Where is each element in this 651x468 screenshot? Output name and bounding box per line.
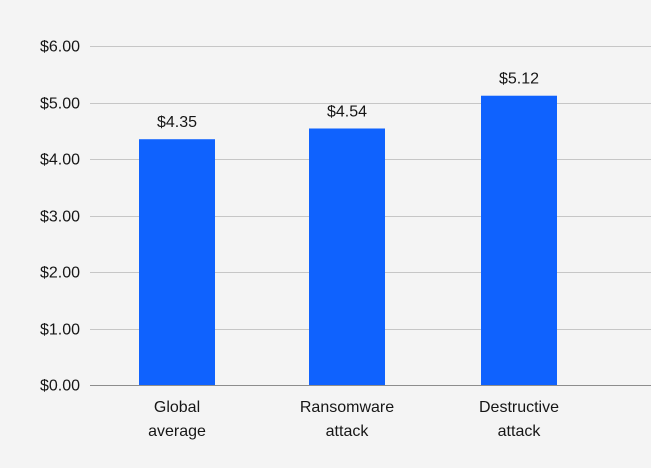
y-tick-label: $4.00 (40, 152, 80, 169)
y-axis-tick-labels: $0.00 $1.00 $2.00 $3.00 $4.00 $5.00 $6.00 (40, 39, 80, 395)
bar (481, 95, 557, 385)
x-category-label: Global average (148, 399, 206, 440)
bars (139, 95, 557, 386)
bar-value-label: $4.35 (157, 114, 197, 131)
bar (139, 139, 215, 385)
y-tick-label: $0.00 (40, 378, 80, 395)
bar (309, 128, 385, 386)
x-category-label: Destructive attack (479, 399, 559, 440)
y-tick-label: $5.00 (40, 96, 80, 113)
y-tick-label: $1.00 (40, 322, 80, 339)
y-tick-label: $3.00 (40, 209, 80, 226)
y-tick-label: $2.00 (40, 265, 80, 282)
x-category-label: Ransomware attack (300, 399, 394, 440)
bar-value-label: $4.54 (327, 103, 367, 120)
bar-value-label: $5.12 (499, 71, 539, 88)
y-tick-label: $6.00 (40, 39, 80, 56)
value-labels: $4.35 $4.54 $5.12 (157, 71, 539, 132)
x-axis-category-labels: Global average Ransomware attack Destructive… (148, 399, 559, 440)
